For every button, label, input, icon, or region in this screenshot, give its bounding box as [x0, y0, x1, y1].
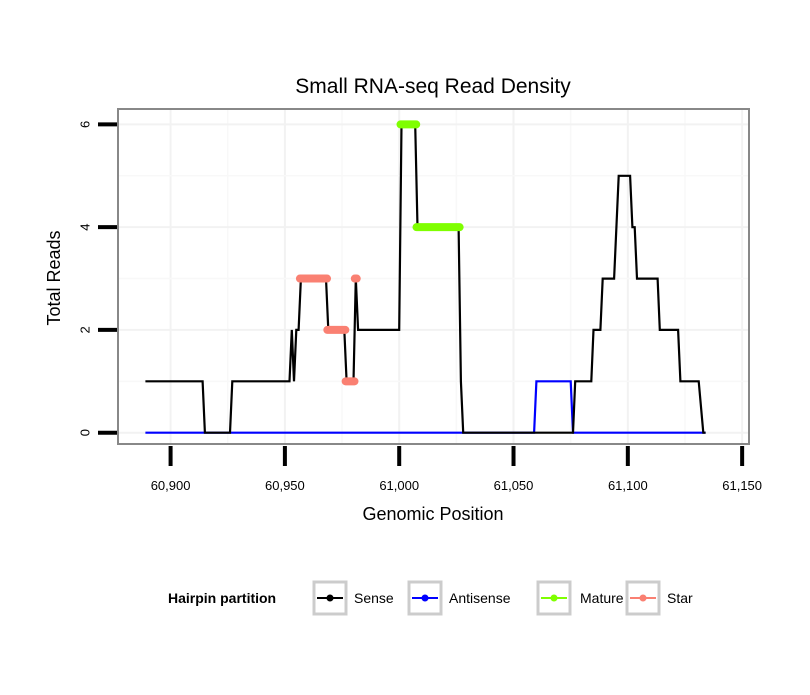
y-tick-label: 6	[77, 121, 92, 128]
legend-item-antisense: Antisense	[407, 580, 511, 616]
legend-key-point	[326, 594, 334, 602]
legend-key-point	[421, 594, 429, 602]
chart-title: Small RNA-seq Read Density	[295, 75, 571, 98]
legend-item-star: Star	[625, 580, 693, 616]
legend-title: Hairpin partition	[168, 590, 276, 606]
y-axis: 0 2 4 6	[77, 121, 117, 436]
y-tick-label: 4	[77, 224, 92, 231]
legend-item-sense: Sense	[312, 580, 394, 616]
plot-panel	[117, 108, 750, 445]
legend: Hairpin partition Sense Antisense Mature St…	[168, 580, 693, 616]
y-axis-label: Total Reads	[44, 230, 64, 325]
legend-item-mature: Mature	[536, 580, 624, 616]
legend-label: Mature	[580, 590, 624, 606]
y-tick-label: 0	[77, 429, 92, 436]
legend-label: Star	[667, 590, 693, 606]
legend-label: Antisense	[449, 590, 511, 606]
x-axis: 60,900 60,950 61,000 61,050 61,100 61,150	[151, 446, 762, 493]
x-tick-label: 60,950	[265, 478, 305, 493]
x-axis-label: Genomic Position	[362, 504, 503, 524]
legend-key-point	[550, 594, 558, 602]
x-tick-label: 60,900	[151, 478, 191, 493]
legend-key-point	[639, 594, 647, 602]
legend-label: Sense	[354, 590, 394, 606]
x-tick-label: 61,100	[608, 478, 648, 493]
x-tick-label: 61,050	[494, 478, 534, 493]
x-tick-label: 61,150	[722, 478, 762, 493]
x-tick-label: 61,000	[379, 478, 419, 493]
series-layer	[145, 120, 706, 434]
y-tick-label: 2	[77, 326, 92, 333]
